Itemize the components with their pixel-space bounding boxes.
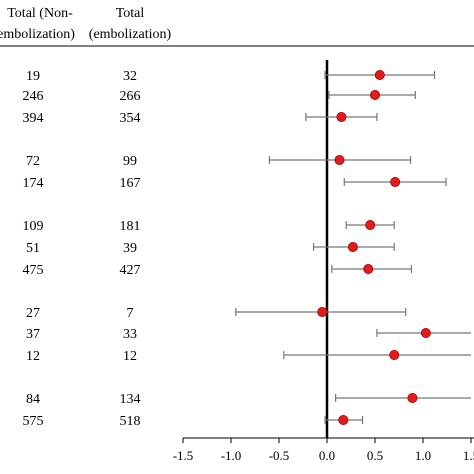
point-estimate (334, 154, 345, 165)
cell-total-non-embolization: 174 (23, 176, 44, 191)
point-estimate (420, 327, 431, 338)
header-col1-line1: Total (Non- (7, 6, 73, 21)
cell-total-embolization: 427 (120, 263, 141, 278)
point-estimate (374, 70, 385, 81)
header-col2-line2: (embolization) (89, 27, 172, 42)
point-estimate (347, 241, 358, 252)
header-col1-line2: embolization) (0, 27, 75, 42)
cell-total-non-embolization: 37 (26, 327, 40, 342)
point-estimate (407, 392, 418, 403)
cell-total-non-embolization: 246 (23, 89, 44, 104)
cell-total-non-embolization: 12 (26, 349, 40, 364)
x-tick-label: -1.0 (221, 448, 242, 463)
cell-total-non-embolization: 51 (26, 241, 40, 256)
cell-total-embolization: 12 (123, 349, 137, 364)
cell-total-non-embolization: 72 (26, 154, 40, 169)
point-estimate (369, 90, 380, 101)
point-estimate (390, 176, 401, 187)
point-estimate (363, 263, 374, 274)
cell-total-embolization: 99 (123, 154, 137, 169)
point-estimate (317, 306, 328, 317)
plot-area: 19 32 246 266 394 354 72 99 174 167 109 181 51 39 475 4… (23, 60, 474, 463)
x-tick-label: -0.5 (269, 448, 290, 463)
cell-total-non-embolization: 109 (23, 219, 44, 234)
cell-total-embolization: 518 (120, 414, 141, 429)
header-col2-line1: Total (116, 6, 145, 21)
cell-total-non-embolization: 475 (23, 263, 44, 278)
point-estimate (365, 219, 376, 230)
cell-total-non-embolization: 575 (23, 414, 44, 429)
cell-total-non-embolization: 27 (26, 306, 40, 321)
cell-total-non-embolization: 19 (26, 69, 40, 84)
x-tick-label: 1.5 (463, 448, 474, 463)
cell-total-embolization: 39 (123, 241, 137, 256)
cell-total-non-embolization: 394 (23, 111, 44, 126)
cell-total-embolization: 266 (120, 89, 141, 104)
cell-total-embolization: 167 (120, 176, 141, 191)
cell-total-embolization: 33 (123, 327, 137, 342)
point-estimate (338, 414, 349, 425)
x-tick-label: 0.0 (319, 448, 335, 463)
cell-total-embolization: 181 (120, 219, 141, 234)
point-estimate (336, 112, 347, 123)
cell-total-embolization: 134 (120, 392, 141, 407)
x-tick-label: 1.0 (415, 448, 431, 463)
cell-total-non-embolization: 84 (26, 392, 40, 407)
point-estimate (389, 349, 400, 360)
cell-total-embolization: 32 (123, 69, 137, 84)
x-tick-label: -1.5 (173, 448, 194, 463)
x-tick-label: 0.5 (367, 448, 383, 463)
cell-total-embolization: 7 (127, 306, 134, 321)
cell-total-embolization: 354 (120, 111, 141, 126)
